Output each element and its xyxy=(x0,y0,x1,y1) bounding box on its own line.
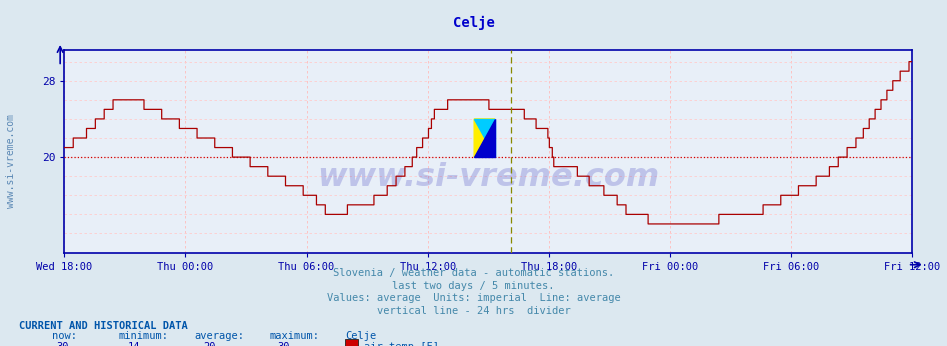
Text: 30: 30 xyxy=(57,342,69,346)
Text: 20: 20 xyxy=(204,342,216,346)
Text: minimum:: minimum: xyxy=(118,331,169,342)
Text: Values: average  Units: imperial  Line: average: Values: average Units: imperial Line: av… xyxy=(327,293,620,303)
Polygon shape xyxy=(474,119,495,157)
Text: air temp.[F]: air temp.[F] xyxy=(364,342,438,346)
Text: Slovenia / weather data - automatic stations.: Slovenia / weather data - automatic stat… xyxy=(333,268,614,278)
Text: average:: average: xyxy=(194,331,244,342)
Text: 14: 14 xyxy=(128,342,140,346)
Text: CURRENT AND HISTORICAL DATA: CURRENT AND HISTORICAL DATA xyxy=(19,321,188,331)
Text: now:: now: xyxy=(52,331,77,342)
Text: last two days / 5 minutes.: last two days / 5 minutes. xyxy=(392,281,555,291)
Text: www.si-vreme.com: www.si-vreme.com xyxy=(317,162,659,193)
Text: vertical line - 24 hrs  divider: vertical line - 24 hrs divider xyxy=(377,306,570,316)
Polygon shape xyxy=(474,119,495,157)
Text: Celje: Celje xyxy=(453,16,494,30)
Text: 30: 30 xyxy=(277,342,290,346)
Polygon shape xyxy=(474,119,495,157)
Text: Celje: Celje xyxy=(346,331,377,342)
Text: www.si-vreme.com: www.si-vreme.com xyxy=(7,114,16,208)
Text: maximum:: maximum: xyxy=(270,331,320,342)
